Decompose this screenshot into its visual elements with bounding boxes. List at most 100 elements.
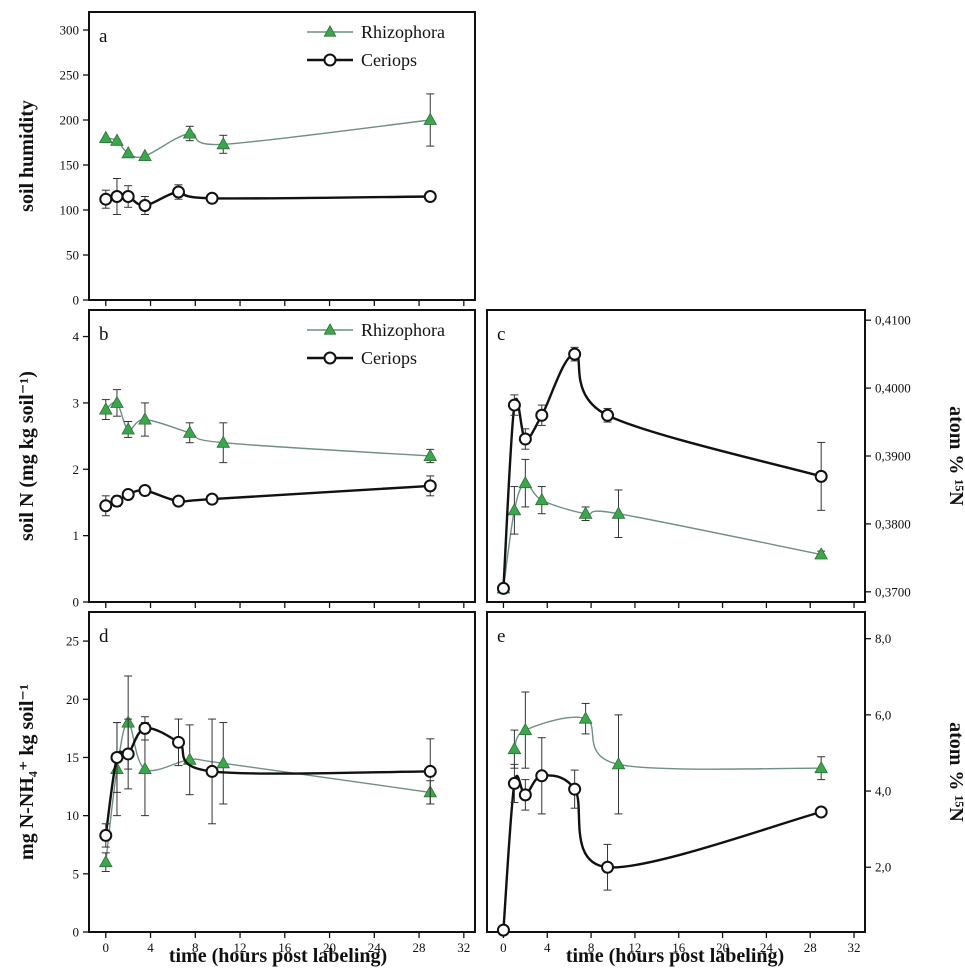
- series-line: [513, 716, 822, 770]
- data-point: [110, 133, 124, 146]
- y-tick-label: 4,0: [875, 784, 891, 799]
- legend-marker: [323, 351, 337, 365]
- panel-d: d 0 4 8 12 16 20 24 28 32 0 5 10 15 20 25 mg N-NH₄⁺ kg s…: [16, 611, 476, 955]
- data-point: [423, 190, 437, 203]
- data-point: [507, 398, 521, 412]
- data-point: [518, 475, 533, 489]
- data-point: [99, 828, 113, 842]
- series-line: [105, 119, 431, 159]
- data-point: [423, 112, 438, 125]
- data-point: [518, 432, 532, 446]
- series-line: [104, 726, 431, 836]
- data-point: [578, 506, 593, 519]
- data-point: [121, 422, 135, 435]
- y-tick-label: 0: [73, 293, 80, 308]
- data-point: [172, 185, 186, 199]
- y-tick-label: 300: [60, 23, 80, 38]
- data-point: [98, 854, 113, 868]
- data-point: [216, 435, 231, 448]
- series-ceriops: [99, 475, 437, 517]
- data-point: [138, 484, 152, 498]
- data-point: [601, 860, 615, 874]
- data-point: [535, 408, 549, 422]
- data-point: [182, 425, 197, 438]
- y-tick-label: 150: [60, 158, 80, 173]
- x-tick-label: 4: [147, 940, 154, 955]
- series-ceriops: [496, 737, 828, 937]
- legend: Rhizophora Ceriops: [307, 320, 445, 368]
- y-axis-label: mg N-NH₄⁺ kg soil⁻¹: [16, 684, 38, 860]
- series-rhizophora: [98, 93, 438, 162]
- data-point: [121, 145, 135, 159]
- y-tick-label: 0,4100: [875, 313, 911, 328]
- x-tick-label: 16: [278, 940, 292, 955]
- series-line: [502, 482, 822, 589]
- data-point: [138, 761, 152, 774]
- y-axis-label: atom % ¹⁵N: [945, 722, 965, 822]
- plot-frame: [486, 611, 866, 933]
- y-tick-label: 5: [73, 866, 80, 881]
- panel-b: b 0 1 2 3 4 soil N (mg kg soil⁻¹) Rhizophora Cer…: [16, 309, 476, 610]
- data-point: [182, 126, 197, 139]
- series-ceriops: [99, 716, 437, 848]
- data-point: [216, 136, 231, 150]
- series-line: [105, 190, 431, 207]
- series-line: [105, 721, 431, 863]
- x-tick-label: 0: [500, 940, 507, 955]
- x-tick-label: 8: [192, 940, 199, 955]
- data-point: [423, 764, 437, 778]
- y-tick-label: 0: [73, 925, 80, 940]
- data-point: [99, 192, 113, 206]
- data-point: [507, 776, 521, 790]
- data-point: [205, 492, 219, 506]
- data-point: [98, 130, 113, 144]
- panel-letter: e: [497, 626, 505, 647]
- y-tick-label: 100: [60, 203, 80, 218]
- data-point: [535, 769, 549, 783]
- data-point: [423, 448, 438, 462]
- series-line: [105, 484, 431, 507]
- data-point: [172, 735, 186, 749]
- series-rhizophora: [98, 389, 438, 464]
- data-point: [138, 199, 152, 212]
- panel-letter: b: [99, 324, 109, 345]
- series-ceriops: [496, 346, 828, 595]
- x-axis-label-left: time (hours post labeling): [169, 945, 387, 967]
- y-tick-label: 10: [66, 808, 79, 823]
- legend-label: Rhizophora: [361, 22, 445, 42]
- y-tick-label: 1: [73, 528, 80, 543]
- y-tick-label: 3: [73, 395, 80, 410]
- y-tick-label: 8,0: [875, 631, 891, 646]
- x-tick-label: 4: [544, 940, 551, 955]
- data-point: [110, 190, 124, 203]
- x-tick-label: 28: [413, 940, 426, 955]
- y-axis-label: soil humidity: [16, 100, 38, 212]
- data-point: [568, 782, 582, 796]
- legend-marker: [323, 323, 337, 335]
- x-tick-label: 12: [628, 940, 641, 955]
- y-tick-label: 25: [66, 634, 79, 649]
- data-point: [518, 788, 532, 802]
- data-point: [814, 547, 828, 560]
- y-tick-label: 6,0: [875, 707, 891, 722]
- data-point: [121, 487, 135, 501]
- x-tick-label: 32: [457, 940, 470, 955]
- x-tick-label: 24: [760, 940, 774, 955]
- data-point: [172, 494, 186, 508]
- x-tick-label: 12: [234, 940, 247, 955]
- panel-a: a 0 50 100 150 200 250 300 soil humidity Rhizopho…: [16, 11, 476, 308]
- y-tick-label: 0,3900: [875, 449, 911, 464]
- data-point: [578, 711, 593, 724]
- y-tick-label: 0,3700: [875, 584, 911, 599]
- data-point: [518, 722, 533, 735]
- data-point: [423, 479, 437, 493]
- panel-letter: a: [99, 26, 108, 47]
- legend-label: Ceriops: [361, 50, 417, 70]
- data-point: [496, 581, 510, 595]
- data-point: [205, 764, 219, 778]
- x-tick-label: 8: [588, 940, 595, 955]
- plot-frame: [486, 309, 866, 603]
- data-point: [496, 923, 510, 937]
- x-tick-label: 28: [804, 940, 817, 955]
- data-point: [138, 721, 152, 735]
